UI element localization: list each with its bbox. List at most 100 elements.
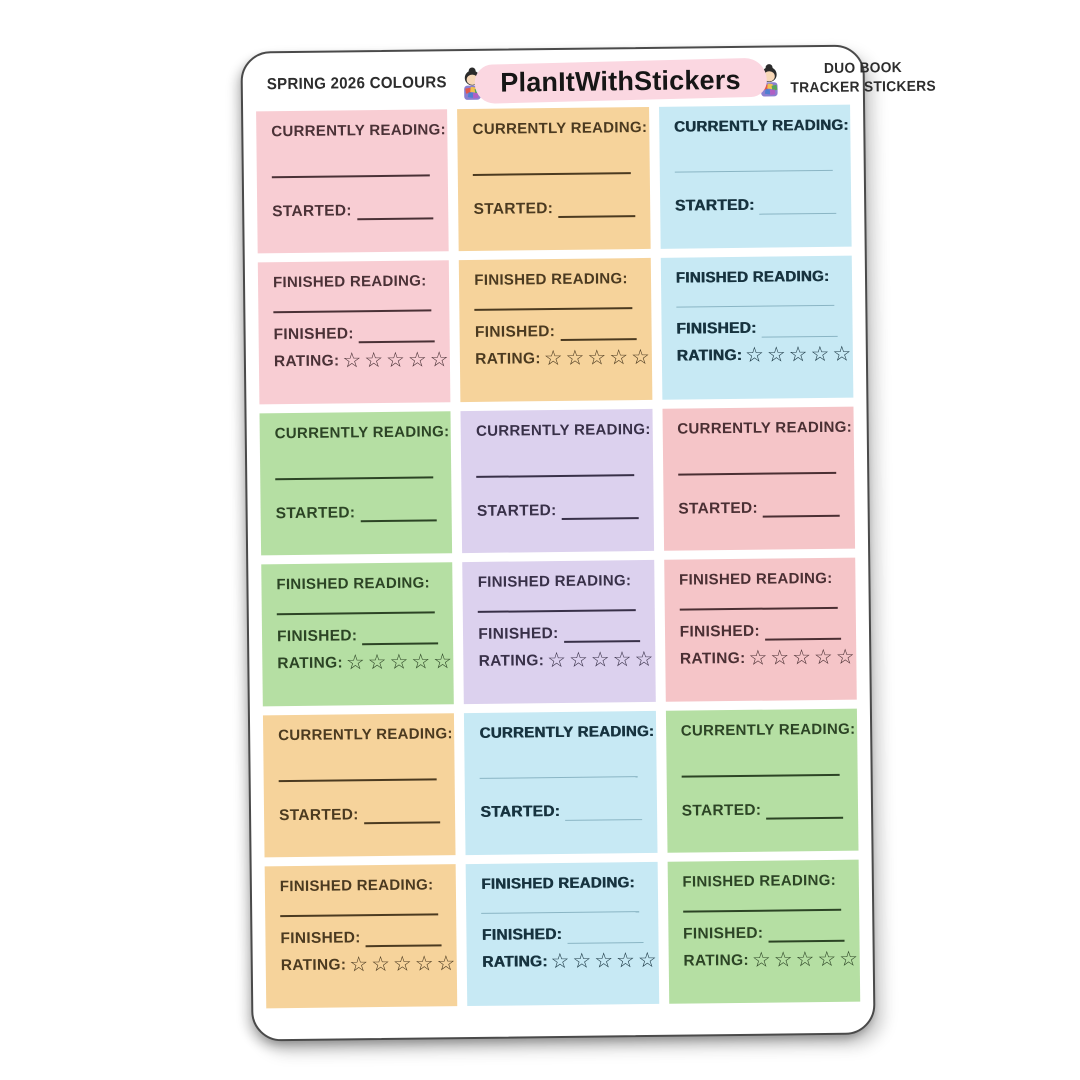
finished-label: FINISHED: bbox=[276, 627, 358, 646]
rating-label: RATING: bbox=[679, 649, 746, 668]
started-blank-line bbox=[360, 506, 438, 523]
sticker-finished-reading: FINISHED READING: FINISHED: RATING: ☆☆☆☆… bbox=[667, 859, 861, 1004]
rating-row: RATING: ☆☆☆☆☆ bbox=[277, 649, 454, 674]
book-title-blank-line bbox=[275, 476, 434, 481]
started-blank-line bbox=[762, 501, 840, 518]
product-label: DUO BOOK TRACKER STICKERS bbox=[790, 59, 936, 98]
finished-reading-label: FINISHED READING: bbox=[477, 572, 632, 591]
rating-stars: ☆☆☆☆☆ bbox=[543, 344, 653, 371]
brand-name: PlanItWithStickers bbox=[500, 64, 741, 98]
rating-row: RATING: ☆☆☆☆☆ bbox=[273, 347, 451, 372]
book-title-blank-line bbox=[481, 911, 640, 914]
finished-reading-label: FINISHED READING: bbox=[678, 569, 833, 589]
rating-label: RATING: bbox=[683, 951, 750, 970]
finished-row: FINISHED: bbox=[475, 322, 637, 342]
book-title-blank-line bbox=[478, 609, 637, 613]
brand-block: PlanItWithStickers bbox=[458, 57, 783, 104]
currently-reading-label: CURRENTLY READING: bbox=[472, 118, 648, 138]
sticker-finished-reading: FINISHED READING: FINISHED: RATING: ☆☆☆☆… bbox=[264, 864, 458, 1009]
started-blank-line bbox=[561, 504, 639, 520]
finished-row: FINISHED: bbox=[683, 924, 845, 944]
book-title-blank-line bbox=[278, 778, 437, 783]
started-blank-line bbox=[356, 204, 434, 221]
rating-label: RATING: bbox=[475, 349, 541, 368]
finished-blank-line bbox=[761, 322, 838, 338]
finished-blank-line bbox=[362, 629, 439, 646]
finished-row: FINISHED: bbox=[280, 928, 442, 948]
rating-row: RATING: ☆☆☆☆☆ bbox=[679, 645, 857, 670]
collection-label: SPRING 2026 COLOURS bbox=[266, 74, 447, 94]
started-blank-line bbox=[564, 806, 642, 821]
currently-reading-label: CURRENTLY READING: bbox=[274, 423, 450, 443]
rating-stars: ☆☆☆☆☆ bbox=[345, 649, 455, 675]
rating-label: RATING: bbox=[277, 653, 343, 672]
girl-mascot-icon-left bbox=[458, 65, 485, 100]
rating-stars: ☆☆☆☆☆ bbox=[342, 347, 451, 373]
book-title-blank-line bbox=[273, 309, 432, 314]
rating-row: RATING: ☆☆☆☆☆ bbox=[676, 342, 853, 367]
sticker-currently-reading: CURRENTLY READING: STARTED: bbox=[665, 708, 859, 853]
sticker-finished-reading: FINISHED READING: FINISHED: RATING: ☆☆☆☆… bbox=[459, 257, 653, 403]
sticker-currently-reading: CURRENTLY READING: STARTED: bbox=[259, 411, 453, 556]
started-row: STARTED: bbox=[678, 499, 840, 519]
sticker-finished-reading: FINISHED READING: FINISHED: RATING: ☆☆☆☆… bbox=[465, 861, 659, 1007]
sticker-currently-reading: CURRENTLY READING: STARTED: bbox=[256, 109, 450, 254]
rating-stars: ☆☆☆☆☆ bbox=[547, 646, 656, 673]
finished-blank-line bbox=[365, 931, 442, 948]
rating-row: RATING: ☆☆☆☆☆ bbox=[683, 947, 860, 972]
book-title-blank-line bbox=[476, 474, 635, 478]
sticker-sheet: SPRING 2026 COLOURS bbox=[240, 44, 936, 1042]
sticker-finished-reading: FINISHED READING: FINISHED: RATING: ☆☆☆☆… bbox=[663, 557, 857, 702]
finished-reading-label: FINISHED READING: bbox=[279, 876, 434, 896]
finished-label: FINISHED: bbox=[481, 925, 563, 944]
finished-row: FINISHED: bbox=[274, 324, 436, 344]
sticker-finished-reading: FINISHED READING: FINISHED: RATING: ☆☆☆☆… bbox=[462, 559, 656, 705]
rating-row: RATING: ☆☆☆☆☆ bbox=[475, 345, 652, 370]
finished-row: FINISHED: bbox=[478, 624, 640, 644]
currently-reading-label: CURRENTLY READING: bbox=[271, 121, 446, 141]
book-title-blank-line bbox=[473, 172, 632, 176]
finished-reading-label: FINISHED READING: bbox=[481, 874, 635, 893]
currently-reading-label: CURRENTLY READING: bbox=[278, 725, 453, 745]
finished-label: FINISHED: bbox=[676, 319, 757, 338]
started-label: STARTED: bbox=[681, 801, 762, 820]
started-row: STARTED: bbox=[276, 503, 438, 523]
sticker-currently-reading: CURRENTLY READING: STARTED: bbox=[457, 106, 651, 252]
finished-row: FINISHED: bbox=[680, 622, 842, 642]
finished-label: FINISHED: bbox=[273, 325, 354, 344]
sticker-finished-reading: FINISHED READING: FINISHED: RATING: ☆☆☆☆… bbox=[257, 260, 451, 405]
rating-label: RATING: bbox=[273, 351, 340, 370]
finished-blank-line bbox=[764, 624, 842, 641]
finished-blank-line bbox=[560, 325, 637, 341]
started-blank-line bbox=[558, 202, 635, 218]
sticker-currently-reading: CURRENTLY READING: STARTED: bbox=[662, 406, 856, 551]
finished-reading-label: FINISHED READING: bbox=[272, 272, 427, 292]
book-title-blank-line bbox=[682, 908, 841, 913]
finished-row: FINISHED: bbox=[676, 319, 838, 339]
rating-stars: ☆☆☆☆☆ bbox=[349, 951, 458, 977]
rating-label: RATING: bbox=[280, 955, 347, 974]
finished-label: FINISHED: bbox=[478, 625, 559, 643]
book-title-blank-line bbox=[679, 606, 838, 611]
started-label: STARTED: bbox=[480, 802, 561, 821]
started-label: STARTED: bbox=[275, 504, 356, 523]
started-row: STARTED: bbox=[477, 501, 639, 521]
book-title-blank-line bbox=[681, 773, 840, 778]
rating-label: RATING: bbox=[478, 651, 545, 670]
finished-blank-line bbox=[358, 327, 436, 344]
rating-label: RATING: bbox=[481, 952, 548, 971]
sticker-currently-reading: CURRENTLY READING: STARTED: bbox=[262, 713, 456, 858]
currently-reading-label: CURRENTLY READING: bbox=[475, 420, 651, 440]
book-title-blank-line bbox=[674, 169, 833, 173]
finished-label: FINISHED: bbox=[679, 622, 760, 641]
rating-row: RATING: ☆☆☆☆☆ bbox=[481, 948, 659, 973]
sticker-currently-reading: CURRENTLY READING: STARTED: bbox=[460, 408, 654, 554]
started-row: STARTED: bbox=[675, 196, 837, 216]
currently-reading-label: CURRENTLY READING: bbox=[677, 418, 853, 438]
book-title-blank-line bbox=[479, 776, 639, 779]
finished-reading-label: FINISHED READING: bbox=[474, 270, 628, 289]
finished-reading-label: FINISHED READING: bbox=[682, 871, 837, 891]
book-title-blank-line bbox=[474, 307, 633, 311]
rating-stars: ☆☆☆☆☆ bbox=[751, 946, 861, 972]
started-label: STARTED: bbox=[473, 200, 554, 218]
